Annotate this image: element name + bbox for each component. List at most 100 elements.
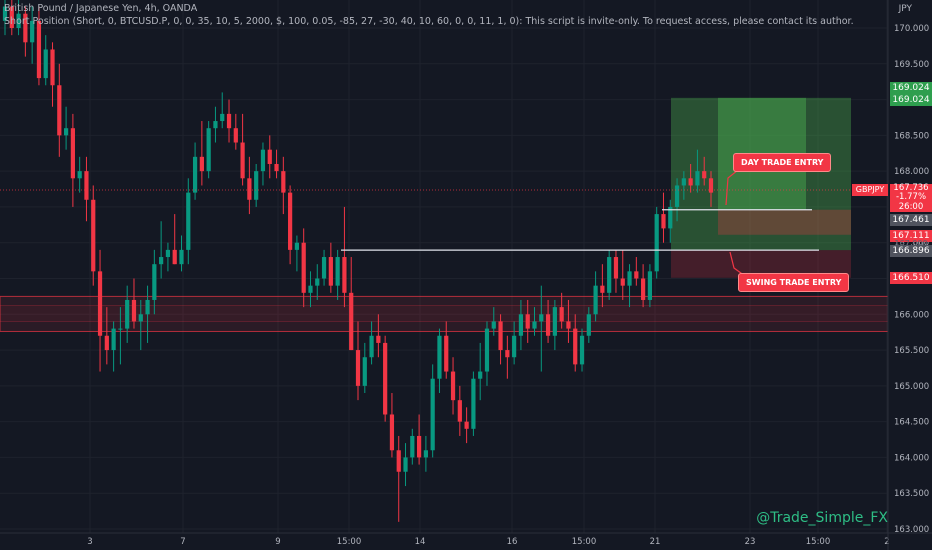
- candle[interactable]: [172, 249, 177, 265]
- candle[interactable]: [301, 242, 306, 293]
- candle[interactable]: [593, 285, 598, 315]
- swing-profit-zone[interactable]: [671, 97, 851, 251]
- candle[interactable]: [328, 257, 333, 286]
- candle[interactable]: [145, 299, 150, 315]
- candle[interactable]: [647, 271, 653, 300]
- candle[interactable]: [97, 271, 103, 336]
- candle[interactable]: [308, 285, 313, 293]
- candle[interactable]: [491, 321, 496, 329]
- candle[interactable]: [484, 328, 490, 372]
- candle[interactable]: [586, 314, 591, 336]
- candle[interactable]: [627, 271, 632, 286]
- candle[interactable]: [457, 400, 462, 422]
- candle[interactable]: [349, 292, 354, 351]
- candle[interactable]: [355, 350, 361, 386]
- candle[interactable]: [77, 171, 82, 179]
- candle[interactable]: [165, 249, 171, 258]
- candle[interactable]: [376, 335, 381, 343]
- candle[interactable]: [254, 171, 259, 200]
- candle[interactable]: [152, 264, 157, 300]
- indicator-legend[interactable]: Short Position (Short, 0, BTCUSD.P, 0, 0…: [4, 16, 854, 27]
- day-trade-callout[interactable]: DAY TRADE ENTRY: [733, 153, 832, 172]
- candle[interactable]: [321, 257, 327, 279]
- candle[interactable]: [274, 163, 279, 172]
- candle[interactable]: [545, 314, 551, 336]
- candle[interactable]: [199, 156, 204, 172]
- candle[interactable]: [641, 278, 646, 300]
- candle[interactable]: [213, 121, 218, 129]
- candle[interactable]: [471, 378, 476, 429]
- candle[interactable]: [23, 13, 28, 43]
- candle[interactable]: [179, 249, 184, 265]
- candle[interactable]: [450, 371, 456, 401]
- candle[interactable]: [342, 257, 347, 293]
- candle[interactable]: [226, 113, 232, 129]
- candle[interactable]: [552, 307, 557, 336]
- candle[interactable]: [600, 285, 605, 293]
- candle[interactable]: [389, 414, 395, 451]
- candle[interactable]: [634, 271, 639, 279]
- candle[interactable]: [532, 321, 537, 329]
- candle[interactable]: [335, 257, 340, 286]
- candle[interactable]: [2, 6, 8, 21]
- candle[interactable]: [688, 178, 693, 186]
- candle[interactable]: [478, 371, 483, 379]
- candle[interactable]: [410, 435, 415, 458]
- candle[interactable]: [695, 171, 700, 186]
- candle[interactable]: [518, 314, 524, 336]
- candle[interactable]: [84, 171, 89, 200]
- candle[interactable]: [505, 350, 510, 358]
- candle[interactable]: [131, 299, 137, 322]
- candle[interactable]: [91, 199, 96, 272]
- candle[interactable]: [403, 457, 408, 472]
- candle[interactable]: [681, 178, 686, 186]
- candle[interactable]: [104, 335, 109, 351]
- candle[interactable]: [9, 6, 14, 28]
- candle[interactable]: [43, 49, 48, 79]
- candle[interactable]: [708, 178, 714, 193]
- candle[interactable]: [620, 278, 625, 286]
- candle[interactable]: [288, 192, 293, 250]
- candle[interactable]: [579, 335, 585, 365]
- candle[interactable]: [260, 149, 266, 172]
- candle[interactable]: [430, 378, 435, 451]
- candle[interactable]: [498, 321, 503, 351]
- candle[interactable]: [566, 321, 571, 329]
- candle[interactable]: [437, 335, 442, 379]
- candle[interactable]: [125, 299, 130, 329]
- candle[interactable]: [315, 278, 320, 286]
- candle[interactable]: [70, 128, 75, 179]
- candle[interactable]: [159, 257, 164, 265]
- candle[interactable]: [206, 128, 211, 172]
- candle[interactable]: [118, 328, 123, 330]
- candle[interactable]: [464, 421, 469, 429]
- day-loss-zone[interactable]: [718, 209, 851, 235]
- candle[interactable]: [186, 192, 191, 250]
- candle[interactable]: [668, 206, 673, 229]
- candle[interactable]: [654, 214, 659, 272]
- swing-trade-callout[interactable]: SWING TRADE ENTRY: [738, 273, 850, 292]
- candle[interactable]: [525, 314, 530, 329]
- candle[interactable]: [613, 257, 619, 279]
- candle[interactable]: [559, 307, 564, 322]
- candle[interactable]: [512, 335, 517, 358]
- candle[interactable]: [396, 450, 401, 472]
- candle[interactable]: [607, 257, 612, 293]
- candle[interactable]: [233, 128, 238, 143]
- candle[interactable]: [573, 328, 578, 365]
- candle[interactable]: [362, 357, 367, 386]
- candle[interactable]: [539, 314, 544, 322]
- candle[interactable]: [369, 335, 374, 358]
- candle[interactable]: [50, 49, 55, 86]
- candle[interactable]: [36, 20, 42, 79]
- candle[interactable]: [674, 185, 680, 207]
- candle[interactable]: [57, 85, 62, 136]
- candle[interactable]: [192, 156, 198, 193]
- candle[interactable]: [247, 178, 252, 200]
- candle[interactable]: [294, 242, 300, 250]
- candle[interactable]: [281, 171, 286, 193]
- candle[interactable]: [444, 335, 449, 372]
- candle[interactable]: [661, 214, 666, 229]
- candle[interactable]: [267, 149, 272, 164]
- candle[interactable]: [702, 171, 707, 179]
